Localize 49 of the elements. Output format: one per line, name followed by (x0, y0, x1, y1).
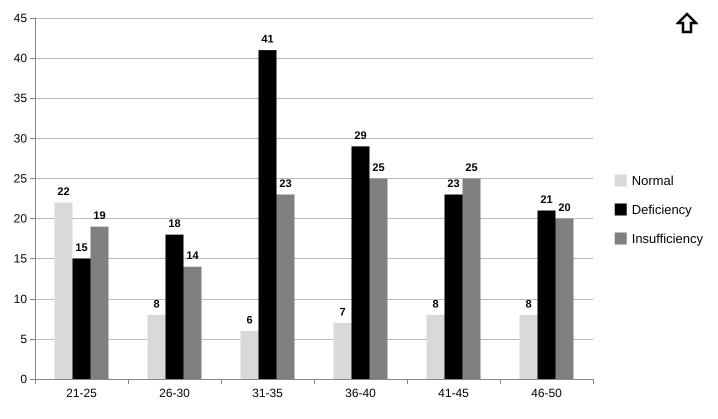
bar (240, 330, 258, 379)
legend-label: Normal (632, 173, 674, 188)
legend-label: Deficiency (632, 202, 692, 217)
legend-label: Insufficiency (632, 231, 704, 246)
x-tick-label: 26-30 (159, 386, 190, 400)
data-label: 25 (372, 162, 385, 174)
y-tick-label: 10 (14, 292, 28, 306)
y-tick-label: 20 (14, 212, 28, 226)
y-tick-label: 25 (14, 171, 28, 186)
data-label: 21 (540, 194, 553, 206)
data-label: 8 (153, 298, 160, 310)
data-label: 41 (261, 34, 274, 46)
bar (538, 210, 556, 379)
bar (520, 314, 538, 379)
data-label: 8 (432, 298, 439, 310)
data-label: 7 (339, 306, 346, 318)
data-label: 8 (525, 298, 532, 310)
x-tick-label: 46-50 (531, 386, 562, 400)
y-tick-label: 35 (14, 91, 28, 106)
bar (72, 258, 90, 379)
y-tick-label: 5 (20, 332, 28, 346)
data-label: 20 (558, 202, 571, 214)
bar (54, 202, 72, 379)
bar (352, 146, 370, 379)
x-tick-label: 36-40 (345, 386, 376, 400)
bar (166, 234, 184, 379)
data-label: 19 (93, 210, 106, 222)
x-tick-label: 31-35 (252, 386, 284, 400)
bar (258, 50, 276, 379)
data-label: 14 (186, 250, 200, 262)
data-label: 23 (279, 178, 292, 190)
y-tick-label: 45 (14, 11, 28, 25)
bar (148, 314, 166, 379)
bar (426, 314, 444, 379)
bar (444, 194, 462, 379)
data-label: 25 (465, 162, 478, 174)
y-tick-label: 30 (14, 131, 28, 146)
data-label: 23 (447, 178, 460, 190)
x-tick-label: 41-45 (438, 386, 470, 400)
data-label: 29 (354, 130, 367, 142)
data-label: 6 (246, 314, 253, 326)
y-tick-label: 40 (14, 51, 28, 66)
data-label: 18 (168, 218, 181, 230)
y-tick-label: 15 (14, 252, 28, 266)
y-tick-label: 0 (20, 372, 28, 386)
x-tick-label: 21-25 (66, 386, 98, 400)
data-label: 15 (75, 242, 88, 254)
bar (334, 322, 352, 379)
data-label: 22 (57, 186, 70, 198)
